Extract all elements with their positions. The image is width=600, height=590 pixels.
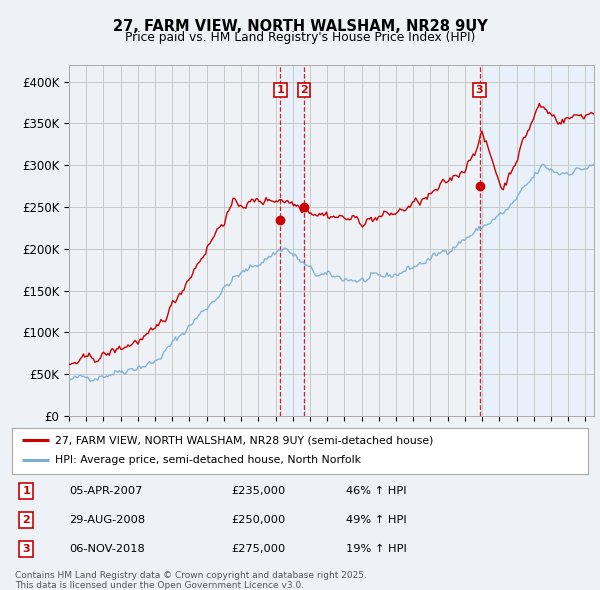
Text: Contains HM Land Registry data © Crown copyright and database right 2025.
This d: Contains HM Land Registry data © Crown c… — [15, 571, 367, 590]
Text: 2: 2 — [300, 85, 308, 95]
Text: 1: 1 — [23, 486, 30, 496]
Text: £235,000: £235,000 — [231, 486, 285, 496]
Bar — [479, 65, 594, 416]
Bar — [280, 65, 304, 416]
Text: 3: 3 — [23, 544, 30, 554]
Text: 29-AUG-2008: 29-AUG-2008 — [70, 515, 146, 525]
Text: 19% ↑ HPI: 19% ↑ HPI — [346, 544, 407, 554]
Text: £250,000: £250,000 — [231, 515, 285, 525]
Text: 1: 1 — [277, 85, 284, 95]
Text: 27, FARM VIEW, NORTH WALSHAM, NR28 9UY: 27, FARM VIEW, NORTH WALSHAM, NR28 9UY — [113, 19, 487, 34]
Text: 06-NOV-2018: 06-NOV-2018 — [70, 544, 145, 554]
Text: HPI: Average price, semi-detached house, North Norfolk: HPI: Average price, semi-detached house,… — [55, 455, 361, 466]
Text: Price paid vs. HM Land Registry's House Price Index (HPI): Price paid vs. HM Land Registry's House … — [125, 31, 475, 44]
Text: £275,000: £275,000 — [231, 544, 285, 554]
Text: 46% ↑ HPI: 46% ↑ HPI — [346, 486, 407, 496]
Text: 27, FARM VIEW, NORTH WALSHAM, NR28 9UY (semi-detached house): 27, FARM VIEW, NORTH WALSHAM, NR28 9UY (… — [55, 435, 434, 445]
Text: 05-APR-2007: 05-APR-2007 — [70, 486, 143, 496]
Text: 2: 2 — [23, 515, 30, 525]
Text: 49% ↑ HPI: 49% ↑ HPI — [346, 515, 407, 525]
Text: 3: 3 — [476, 85, 484, 95]
